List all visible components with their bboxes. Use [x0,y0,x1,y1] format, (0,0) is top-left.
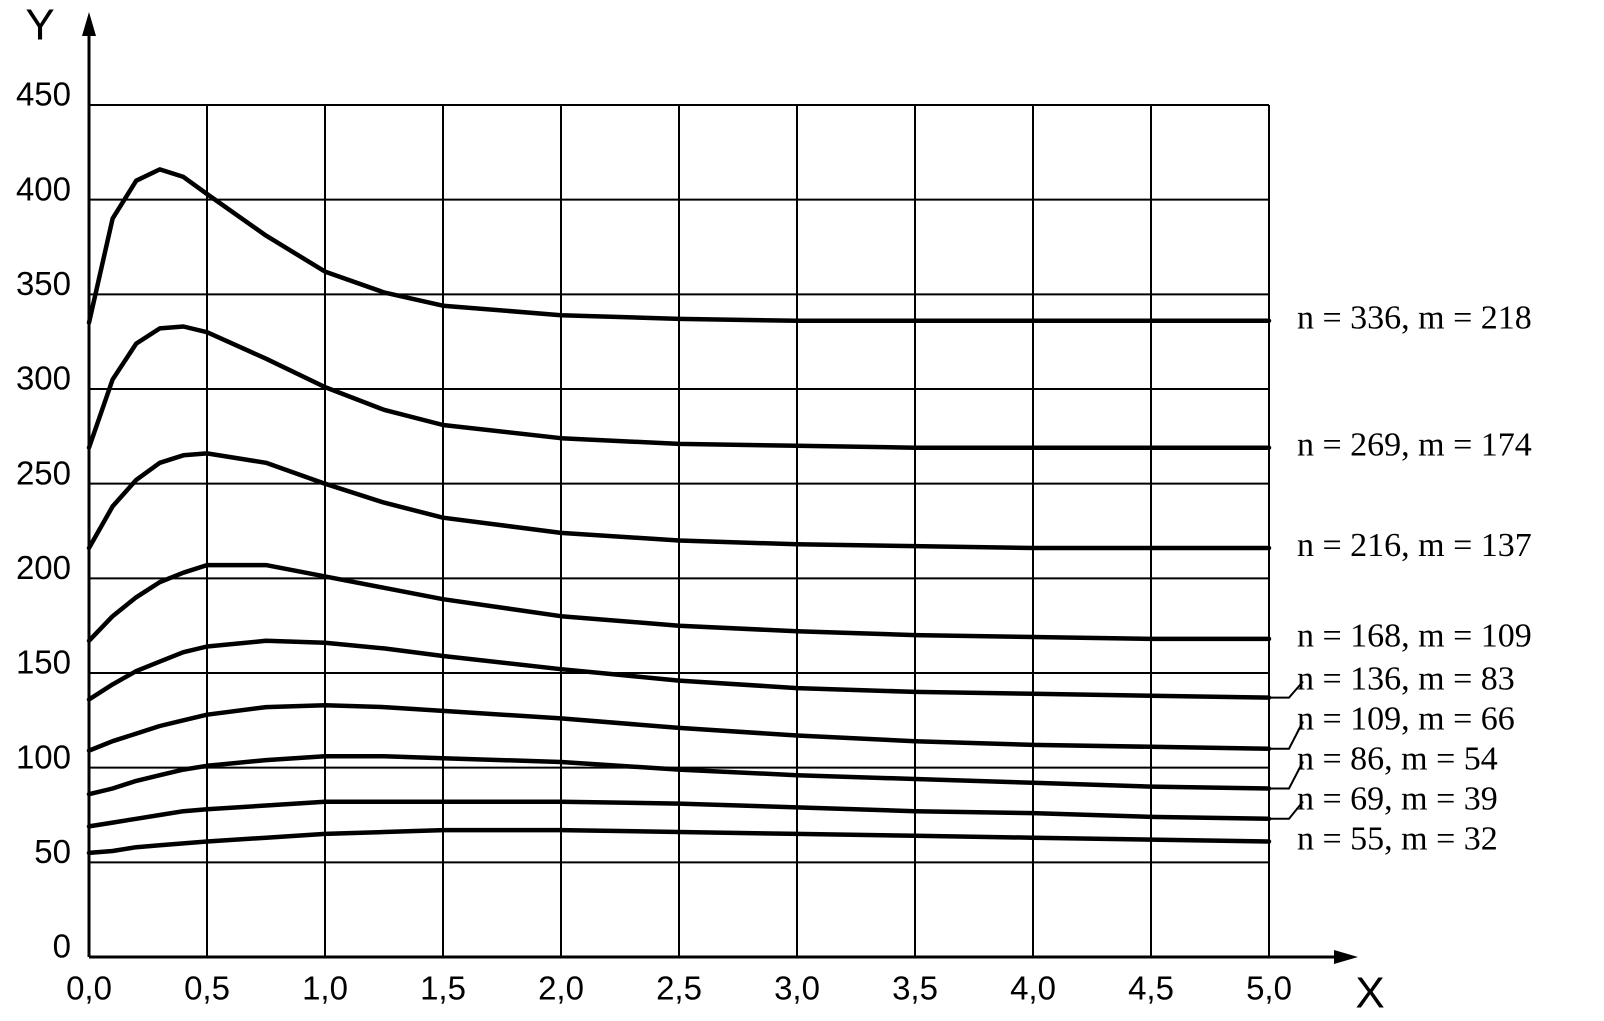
x-tick-label: 1,5 [420,970,466,1007]
series-line [86,799,1272,829]
legend-label: n = 69, m = 39 [1297,780,1498,817]
plot: n = 336, m = 218 n = 269, m = 174 n = 216,… [86,167,1532,857]
y-tick-label: 0 [53,928,71,965]
grid: 0 50 100 150 200 250 300 350 400 450 0,0 0,5 1,0 1,5 2… [16,76,1292,1007]
leader-line [1269,800,1304,820]
axes [82,12,1358,964]
legend-label: n = 86, m = 54 [1297,740,1498,777]
y-tick-label: 200 [16,549,71,586]
legend-label: n = 336, m = 218 [1297,300,1532,337]
x-tick-label: 1,0 [302,970,348,1007]
leader-line [1269,761,1304,790]
y-tick-label: 250 [16,454,71,491]
series-line [86,562,1272,644]
series-line [86,702,1272,753]
series-line [86,638,1272,702]
legend-label: n = 269, m = 174 [1297,426,1532,463]
legend-label: n = 109, m = 66 [1297,700,1515,737]
x-tick-label: 0,5 [184,970,230,1007]
series-line [86,754,1272,797]
x-tick-label: 0,0 [66,970,112,1007]
y-axis-title: Y [25,1,54,50]
x-tick-label: 4,5 [1128,970,1174,1007]
x-tick-label: 3,0 [774,970,820,1007]
x-tick-label: 4,0 [1010,970,1056,1007]
y-tick-label: 50 [34,833,71,870]
y-tick-label: 100 [16,738,71,775]
x-arrow [1334,950,1358,964]
x-axis-title: X [1355,969,1384,1018]
x-tick-label: 2,0 [538,970,584,1007]
x-tick-label: 2,5 [656,970,702,1007]
leader-line [1269,680,1304,699]
x-tick-label: 3,5 [892,970,938,1007]
leader-line [1269,721,1304,750]
y-tick-label: 350 [16,265,71,302]
legend-label: n = 168, m = 109 [1297,618,1532,655]
y-tick-label: 450 [16,76,71,113]
legend-label: n = 136, m = 83 [1297,660,1515,697]
x-tick-label: 5,0 [1246,970,1292,1007]
legend-label: n = 216, m = 137 [1297,527,1532,564]
y-tick-label: 400 [16,170,71,207]
y-tick-label: 300 [16,360,71,397]
legend-label: n = 55, m = 32 [1297,820,1498,857]
y-arrow [82,12,96,36]
series-line [86,451,1272,551]
series-line [86,167,1272,325]
y-tick-label: 150 [16,644,71,681]
series-line [86,324,1272,450]
series-line [86,827,1272,856]
